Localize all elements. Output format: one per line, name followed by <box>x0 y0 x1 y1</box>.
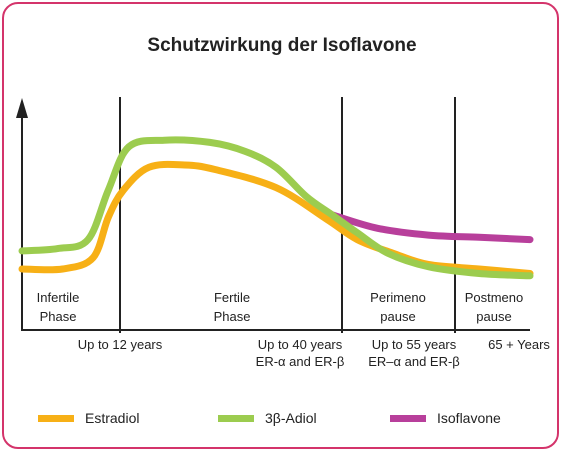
legend-label-isoflavone: Isoflavone <box>437 410 501 426</box>
x-tick-label: 65 + Years <box>488 337 550 352</box>
phase-label-line2: pause <box>476 309 511 324</box>
series-line-3-adiol <box>18 136 534 280</box>
y-axis-arrow <box>16 98 28 118</box>
x-tick-label: Up to 40 years <box>258 337 343 352</box>
phase-label-line2: Phase <box>214 309 251 324</box>
legend-label-estradiol: Estradiol <box>85 410 139 426</box>
axes <box>16 98 530 331</box>
series-lines <box>18 136 534 280</box>
legend-swatch-isoflavone <box>390 415 426 422</box>
phase-labels: Infertile Phase Fertile Phase Perimeno pause P… <box>37 290 524 324</box>
phase-label: Fertile <box>214 290 250 305</box>
x-tick-labels: Up to 12 years Up to 40 years ER-α and ER-… <box>78 337 551 369</box>
chart-title: Schutzwirkung der Isoflavone <box>147 35 416 56</box>
phase-label-line2: pause <box>380 309 415 324</box>
x-tick-label: Up to 12 years <box>78 337 163 352</box>
legend: Estradiol 3β-Adiol Isoflavone <box>38 410 501 426</box>
legend-swatch-3-adiol <box>218 415 254 422</box>
phase-label: Postmeno <box>465 290 524 305</box>
series-line-isoflavone <box>328 211 534 244</box>
legend-swatch-estradiol <box>38 415 74 422</box>
x-tick-label-line2: ER–α and ER-β <box>368 354 460 369</box>
x-tick-label-line2: ER-α and ER-β <box>256 354 345 369</box>
phase-label-line2: Phase <box>40 309 77 324</box>
phase-label: Perimeno <box>370 290 426 305</box>
phase-label: Infertile <box>37 290 80 305</box>
x-tick-label: Up to 55 years <box>372 337 457 352</box>
legend-label-3-adiol: 3β-Adiol <box>265 410 317 426</box>
